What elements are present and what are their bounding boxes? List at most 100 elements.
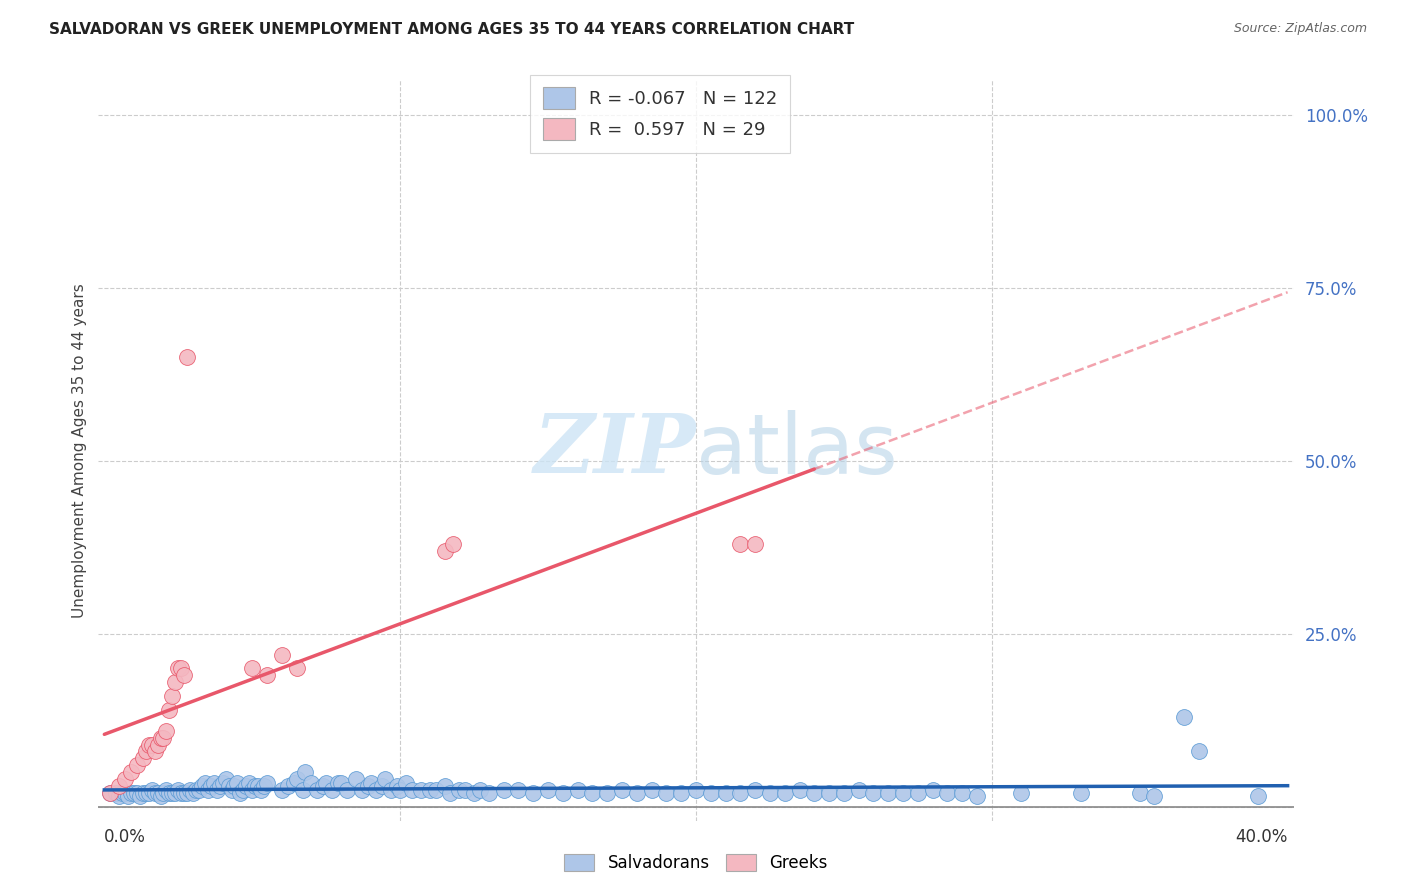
Point [108,789,131,804]
Point [155,723,177,738]
Point [98,786,121,800]
Point [149,789,172,804]
Point [315,775,337,789]
Point [449,782,471,797]
Point [551,786,574,800]
Point [143,786,166,800]
Point [138,738,160,752]
Point [208,779,231,793]
Point [744,537,766,551]
Point [1247,789,1270,804]
Point [157,703,180,717]
Point [685,782,707,797]
Point [162,689,184,703]
Point [350,782,373,797]
Point [596,786,619,800]
Point [205,782,228,797]
Point [669,786,692,800]
Point [117,789,139,804]
Text: 0.0%: 0.0% [104,828,146,846]
Point [478,786,501,800]
Point [162,786,184,800]
Point [700,786,723,800]
Point [157,786,180,800]
Point [141,738,163,752]
Point [387,779,409,793]
Point [245,779,267,793]
Point [194,775,217,789]
Point [759,786,782,800]
Y-axis label: Unemployment Among Ages 35 to 44 years: Unemployment Among Ages 35 to 44 years [72,283,87,618]
Point [1129,786,1152,800]
Point [170,786,193,800]
Point [360,775,382,789]
Text: ZIP: ZIP [533,410,696,491]
Point [936,786,959,800]
Point [425,782,447,797]
Point [508,782,530,797]
Point [537,782,560,797]
Point [655,786,678,800]
Point [270,648,292,662]
Point [640,782,662,797]
Point [862,786,884,800]
Point [105,786,128,800]
Point [610,782,633,797]
Point [167,661,190,675]
Point [283,775,305,789]
Point [128,789,150,804]
Point [132,786,155,800]
Point [522,786,544,800]
Point [120,786,142,800]
Point [1010,786,1032,800]
Point [285,661,308,675]
Point [336,782,359,797]
Point [344,772,367,786]
Point [441,537,464,551]
Point [374,772,396,786]
Point [581,786,603,800]
Point [173,786,195,800]
Point [371,779,394,793]
Point [312,779,335,793]
Point [238,775,260,789]
Text: Source: ZipAtlas.com: Source: ZipAtlas.com [1233,22,1367,36]
Text: atlas: atlas [696,410,897,491]
Point [111,786,134,800]
Point [419,782,441,797]
Point [270,782,292,797]
Point [143,744,166,758]
Point [1143,789,1166,804]
Point [152,786,174,800]
Point [848,782,870,797]
Point [832,786,855,800]
Point [401,782,423,797]
Point [173,668,195,682]
Point [356,779,378,793]
Point [1070,786,1092,800]
Point [253,779,276,793]
Point [179,782,201,797]
Point [950,786,973,800]
Point [240,661,263,675]
Point [277,779,299,793]
Point [152,731,174,745]
Point [165,786,187,800]
Point [256,668,278,682]
Point [114,772,136,786]
Point [463,786,485,800]
Point [439,786,461,800]
Point [191,779,214,793]
Point [1188,744,1211,758]
Point [211,775,233,789]
Point [330,775,353,789]
Point [803,786,825,800]
Point [114,786,136,800]
Point [380,782,402,797]
Point [232,782,254,797]
Point [730,537,752,551]
Point [165,675,187,690]
Point [221,782,243,797]
Point [235,779,257,793]
Point [146,738,169,752]
